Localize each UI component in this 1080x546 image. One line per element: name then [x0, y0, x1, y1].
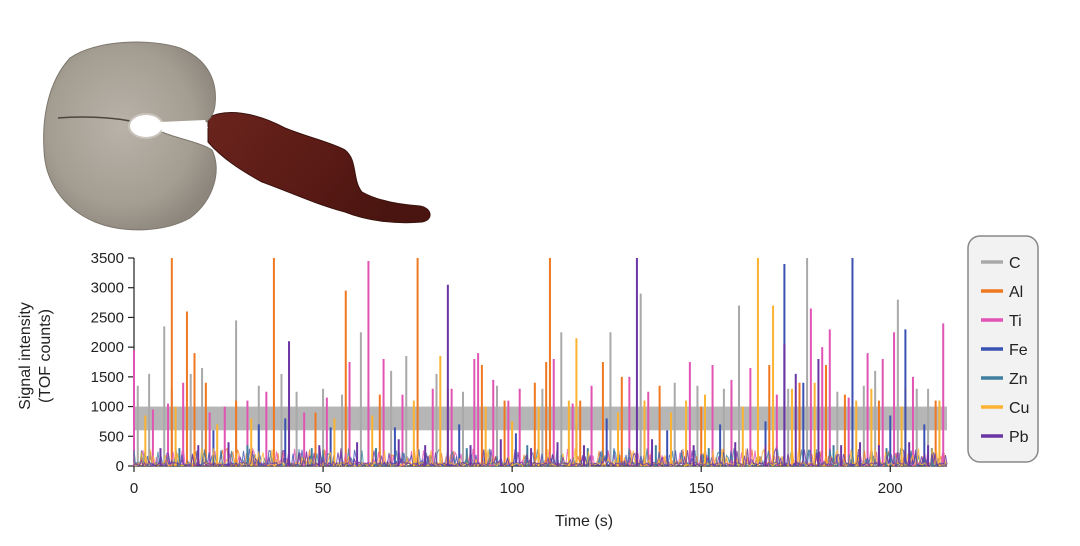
- series-cu: [133, 258, 948, 468]
- y-tick-label: 0: [116, 458, 124, 475]
- sample-photo: [43, 41, 431, 231]
- legend-label-c: C: [1009, 255, 1021, 272]
- sample-gap: [160, 120, 208, 132]
- y-tick-label: 2500: [91, 309, 124, 326]
- legend-label-fe: Fe: [1009, 342, 1028, 359]
- series-al: [133, 258, 948, 468]
- sample-tail: [207, 112, 431, 224]
- series-fe-noise: [133, 447, 948, 468]
- plot-area: [133, 258, 948, 468]
- y-tick-label: 3000: [91, 280, 124, 297]
- x-axis-title: Time (s): [555, 513, 613, 530]
- legend-items: C Al Ti Fe Zn Cu Pb: [981, 255, 1029, 446]
- series-pb: [133, 258, 948, 468]
- y-tick-label: 3500: [91, 250, 124, 267]
- y-axis-title-line2: (TOF counts): [37, 309, 54, 403]
- legend-label-pb: Pb: [1009, 429, 1029, 446]
- series-ti: [133, 260, 948, 468]
- sample-hole: [128, 113, 164, 139]
- y-axis-title-line1: Signal intensity: [17, 302, 34, 410]
- sample-disc: [43, 41, 217, 231]
- y-tick-label: 2000: [91, 339, 124, 356]
- y-tick-label: 1000: [91, 399, 124, 416]
- x-tick-label: 100: [500, 480, 525, 497]
- axis-ticks: 0 500 1000 1500 2000 2500 3000 3500 0 50 100 150 200: [91, 250, 903, 497]
- x-tick-label: 200: [878, 480, 903, 497]
- y-tick-label: 1500: [91, 369, 124, 386]
- legend-label-ti: Ti: [1009, 313, 1022, 330]
- legend-label-al: Al: [1009, 284, 1023, 301]
- legend-label-zn: Zn: [1009, 371, 1028, 388]
- sample-crack: [57, 116, 131, 122]
- series-pb-noise: [133, 446, 948, 468]
- legend: C Al Ti Fe Zn Cu Pb: [967, 235, 1039, 463]
- x-tick-label: 150: [689, 480, 714, 497]
- x-tick-label: 0: [130, 480, 138, 497]
- y-tick-label: 500: [99, 428, 124, 445]
- legend-label-cu: Cu: [1009, 400, 1029, 417]
- x-tick-label: 50: [315, 480, 332, 497]
